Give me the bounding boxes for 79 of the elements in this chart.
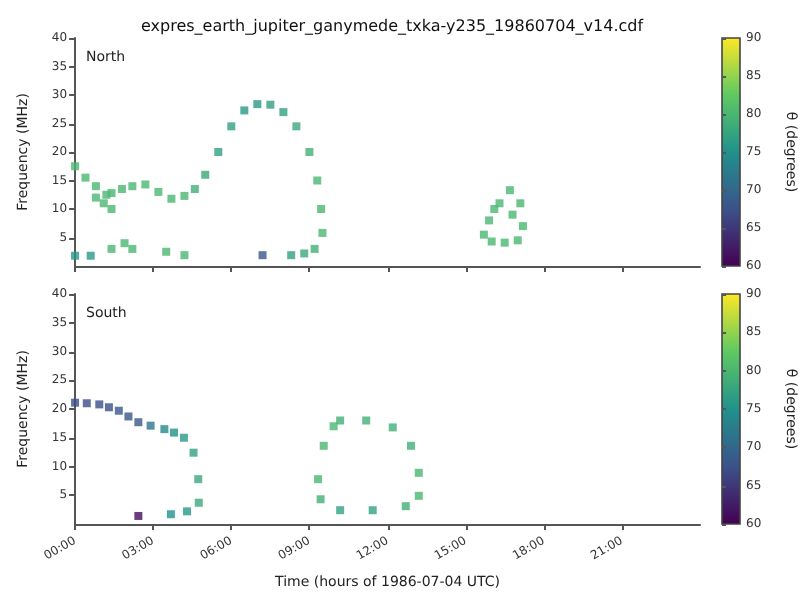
point — [508, 210, 517, 219]
point — [95, 400, 104, 409]
point — [490, 205, 499, 213]
point — [368, 506, 377, 515]
point — [134, 511, 143, 520]
point — [154, 187, 163, 196]
point — [107, 205, 116, 213]
point — [313, 176, 322, 185]
point — [180, 191, 189, 200]
point — [107, 244, 116, 253]
point — [287, 251, 296, 260]
point — [500, 238, 509, 247]
point — [166, 510, 175, 519]
point — [134, 418, 143, 427]
point — [513, 236, 522, 245]
point — [329, 422, 338, 431]
point — [99, 199, 108, 208]
point — [401, 502, 410, 511]
point — [414, 491, 423, 500]
point — [170, 428, 179, 437]
point — [258, 251, 267, 260]
point — [516, 199, 525, 208]
point — [120, 239, 129, 248]
point — [141, 180, 150, 189]
point — [319, 441, 328, 450]
point — [362, 416, 371, 425]
point — [128, 182, 137, 191]
point — [240, 106, 249, 115]
point — [71, 251, 80, 260]
point — [214, 148, 223, 156]
point — [86, 251, 95, 260]
point — [194, 498, 203, 507]
point — [107, 189, 116, 198]
point — [253, 100, 262, 109]
point — [82, 399, 91, 408]
point — [495, 199, 504, 208]
point — [146, 421, 155, 430]
point — [300, 249, 309, 258]
point — [388, 423, 397, 432]
point — [518, 222, 527, 231]
point — [305, 148, 314, 156]
point — [81, 173, 90, 182]
point — [485, 216, 494, 225]
point — [266, 100, 275, 109]
point — [117, 185, 126, 194]
point — [180, 251, 189, 260]
point — [114, 406, 123, 415]
point — [190, 185, 199, 194]
point — [71, 162, 80, 171]
point — [179, 433, 188, 442]
point — [336, 416, 345, 425]
point — [91, 182, 100, 191]
point — [414, 468, 423, 477]
point — [194, 475, 203, 484]
chart-title: expres_earth_jupiter_ganymede_txka-y235_19860704_v14.cdf — [140, 17, 644, 35]
point — [318, 228, 327, 237]
point — [160, 425, 169, 434]
point — [71, 398, 80, 407]
point — [189, 448, 198, 457]
point — [314, 475, 323, 484]
point — [91, 193, 100, 202]
point — [316, 495, 325, 504]
point — [104, 403, 113, 412]
point — [128, 244, 137, 253]
point — [279, 108, 288, 117]
point — [310, 244, 319, 253]
point — [124, 412, 133, 421]
point — [406, 441, 415, 450]
point — [201, 170, 210, 179]
point — [336, 506, 345, 515]
point — [479, 230, 488, 239]
point — [487, 237, 496, 246]
point — [505, 186, 514, 195]
point — [183, 507, 192, 516]
point — [227, 122, 236, 131]
point — [317, 205, 326, 213]
point — [167, 194, 176, 203]
point — [162, 247, 171, 256]
point — [292, 122, 301, 131]
